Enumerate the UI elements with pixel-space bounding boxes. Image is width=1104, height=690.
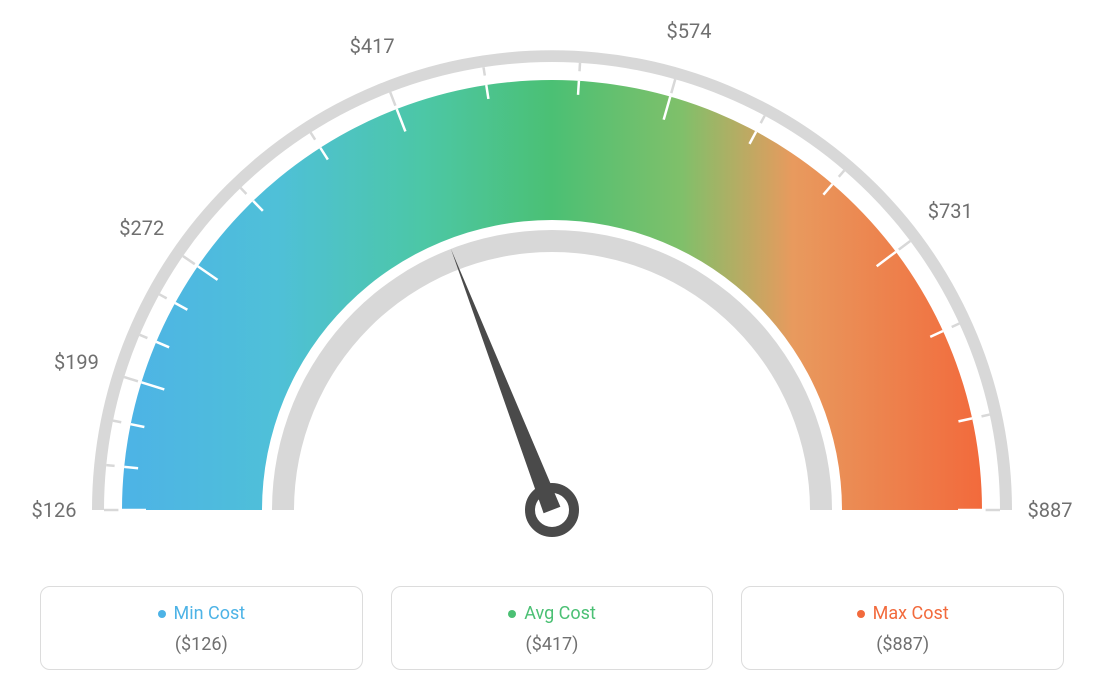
- avg-cost-label-row: Avg Cost: [508, 603, 596, 624]
- min-cost-dot: [158, 610, 166, 618]
- gauge-tick-label: $417: [350, 34, 395, 58]
- min-cost-value: ($126): [41, 634, 362, 655]
- avg-cost-value: ($417): [392, 634, 713, 655]
- max-cost-label-row: Max Cost: [857, 603, 949, 624]
- cost-gauge-widget: $126 $199 $272 $417 $574 $731 $887 Min Cost ($…: [0, 0, 1104, 690]
- gauge-tick-label: $731: [928, 199, 973, 223]
- gauge-tick-label: $199: [54, 350, 99, 374]
- min-cost-card: Min Cost ($126): [40, 586, 363, 671]
- gauge-tick-label: $887: [1028, 498, 1073, 522]
- gauge-tick-label: $126: [32, 498, 77, 522]
- min-cost-label: Min Cost: [174, 603, 246, 624]
- max-cost-dot: [857, 610, 865, 618]
- min-cost-label-row: Min Cost: [158, 603, 246, 624]
- gauge-tick-label: $272: [119, 216, 164, 240]
- avg-cost-label: Avg Cost: [524, 603, 596, 624]
- gauge-tick-label: $574: [666, 19, 711, 43]
- max-cost-card: Max Cost ($887): [741, 586, 1064, 671]
- gauge-svg: [0, 0, 1104, 570]
- avg-cost-dot: [508, 610, 516, 618]
- max-cost-label: Max Cost: [873, 603, 949, 624]
- max-cost-value: ($887): [742, 634, 1063, 655]
- legend-cards: Min Cost ($126) Avg Cost ($417) Max Cost…: [40, 586, 1064, 671]
- avg-cost-card: Avg Cost ($417): [391, 586, 714, 671]
- gauge-chart: $126 $199 $272 $417 $574 $731 $887: [0, 0, 1104, 570]
